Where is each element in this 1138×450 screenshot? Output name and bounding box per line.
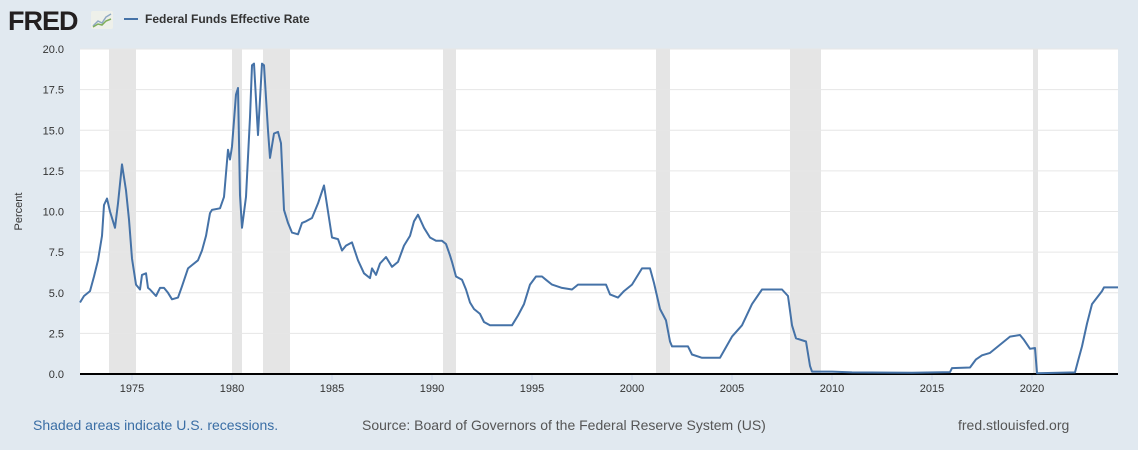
y-tick-label: 0.0 xyxy=(49,369,64,381)
x-tick-label: 1990 xyxy=(420,383,444,395)
y-tick-label: 10.0 xyxy=(43,207,64,219)
x-tick-label: 2005 xyxy=(720,383,744,395)
y-tick-label: 2.5 xyxy=(49,328,64,340)
chart-legend[interactable]: Federal Funds Effective Rate xyxy=(124,12,310,26)
y-tick-label: 12.5 xyxy=(43,166,64,178)
y-tick-label: 5.0 xyxy=(49,288,64,300)
y-axis-label: Percent xyxy=(13,193,25,231)
chart-trend-icon xyxy=(91,11,113,29)
x-tick-label: 1985 xyxy=(320,383,344,395)
x-tick-label: 2020 xyxy=(1020,383,1044,395)
fred-logo[interactable]: FRED xyxy=(8,6,78,36)
x-tick-label: 2010 xyxy=(820,383,844,395)
x-tick-label: 1995 xyxy=(520,383,544,395)
site-link[interactable]: fred.stlouisfed.org xyxy=(958,417,1070,433)
x-tick-label: 1980 xyxy=(220,383,244,395)
y-tick-label: 17.5 xyxy=(43,85,64,97)
x-tick-label: 2000 xyxy=(620,383,644,395)
y-tick-label: 7.5 xyxy=(49,247,64,259)
source-text: Source: Board of Governors of the Federa… xyxy=(362,417,766,433)
legend-label: Federal Funds Effective Rate xyxy=(145,12,310,26)
recession-note-link[interactable]: Shaded areas indicate U.S. recessions. xyxy=(33,417,279,433)
y-tick-label: 15.0 xyxy=(43,125,64,137)
y-tick-label: 20.0 xyxy=(43,44,64,56)
x-tick-label: 2015 xyxy=(920,383,944,395)
legend-swatch xyxy=(124,18,138,20)
x-tick-label: 1975 xyxy=(120,383,144,395)
series-line xyxy=(79,62,1118,375)
